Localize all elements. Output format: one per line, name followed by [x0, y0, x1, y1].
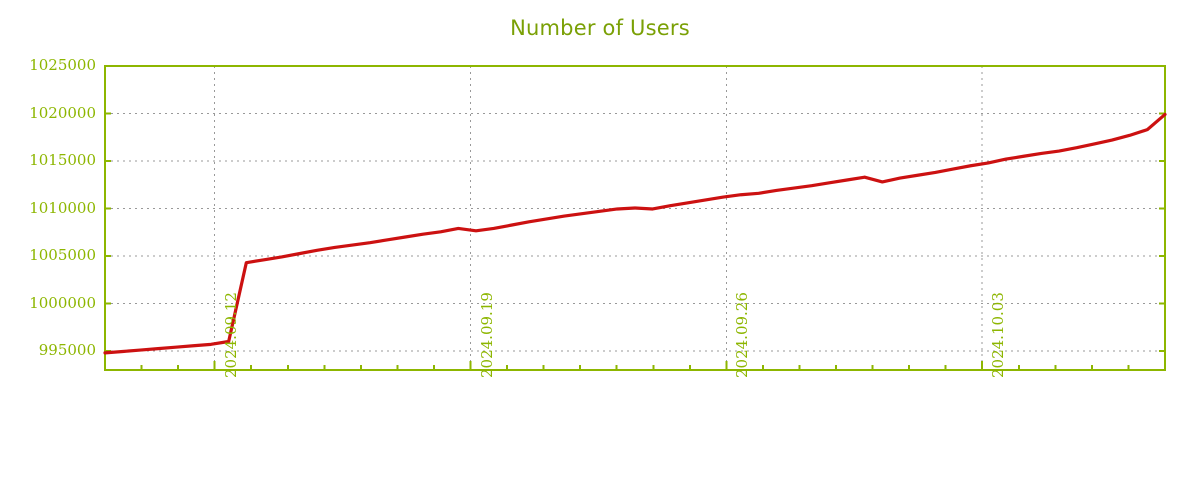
y-axis-tick-label: 1010000 — [29, 198, 96, 217]
x-axis-tick-label: 2024.09.26 — [733, 292, 752, 378]
chart-title: Number of Users — [510, 16, 690, 40]
axis-frame — [104, 65, 1166, 371]
y-axis-tick-label: 1000000 — [29, 293, 96, 312]
y-axis-tick-label: 1025000 — [29, 56, 96, 74]
vertical-gridlines — [214, 66, 983, 370]
y-axis-tick-label: 1005000 — [29, 246, 96, 264]
data-series-group — [103, 112, 1167, 355]
y-axis-tick-label: 1015000 — [29, 151, 96, 169]
y-axis-tick-label: 1020000 — [29, 103, 96, 122]
y-axis-tick-label: 995000 — [38, 341, 96, 359]
x-axis-tick-label: 2024.10.03 — [989, 292, 1008, 378]
x-axis-tick-label: 2024.09.12 — [221, 292, 240, 378]
x-axis-tick-label: 2024.09.19 — [477, 292, 496, 378]
